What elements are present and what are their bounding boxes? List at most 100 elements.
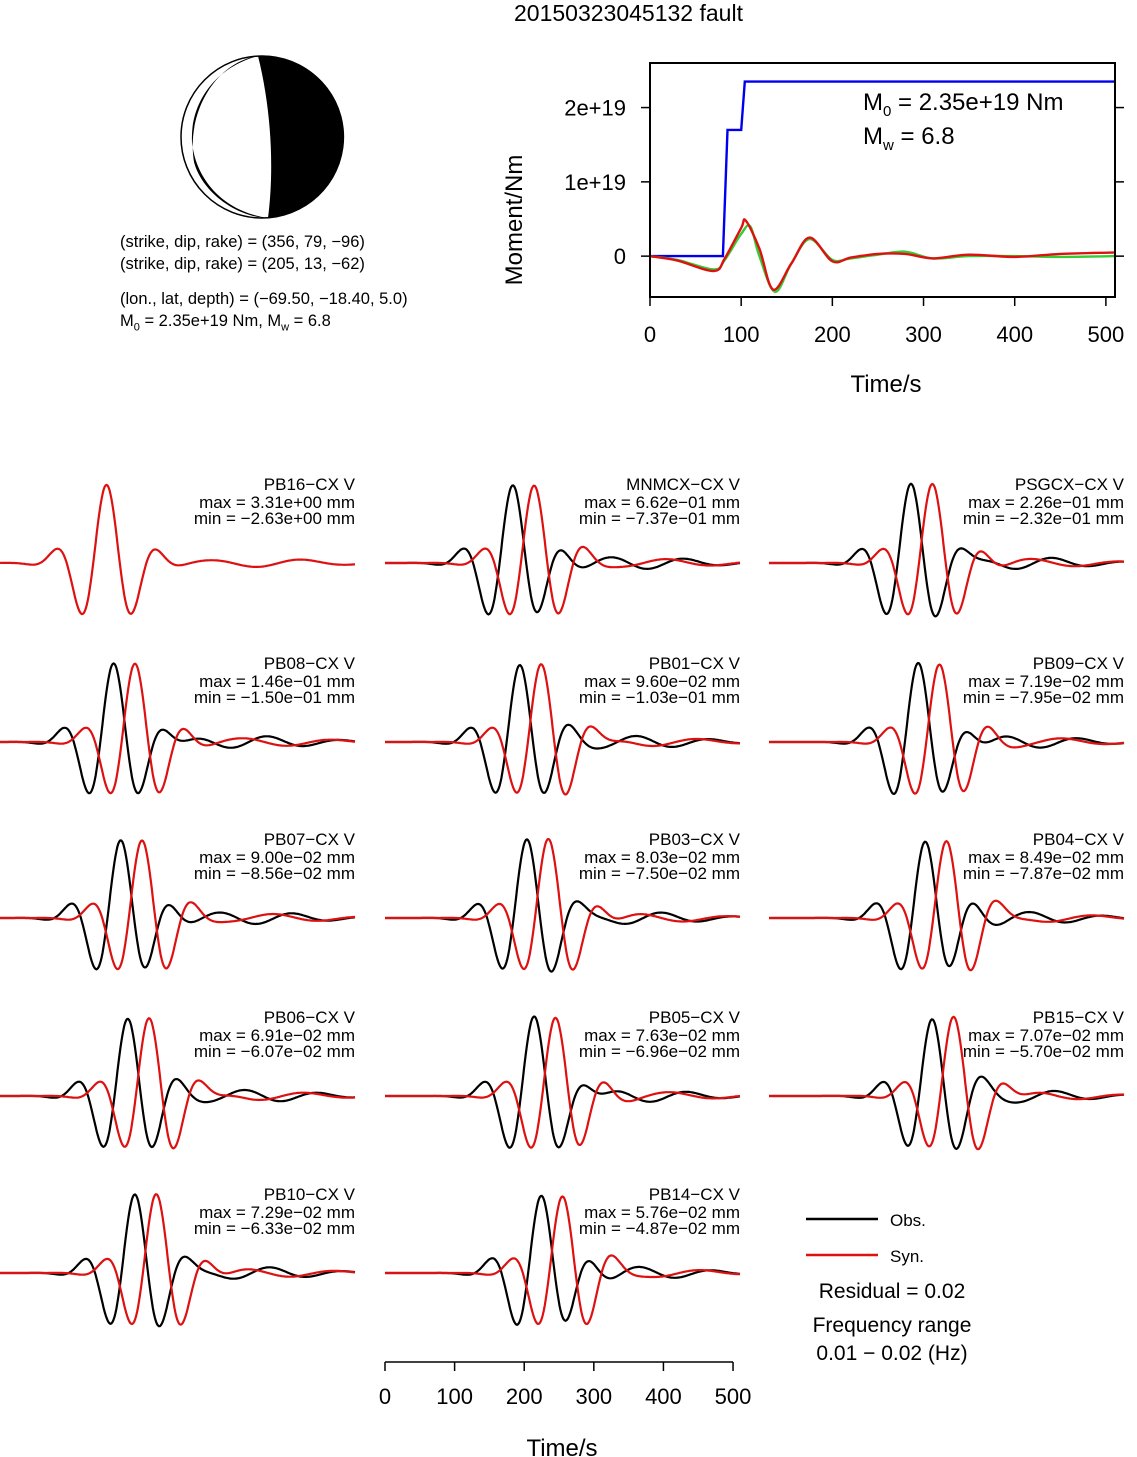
moment-chart: Moment/Nm Time/s 0 100 200 300 400 500 0 1e+19 2… xyxy=(501,62,1125,398)
moment-ylabel: Moment/Nm xyxy=(501,155,528,286)
moment-plot-frame xyxy=(649,62,1116,298)
moment-end: = 6.8 xyxy=(289,312,331,330)
station-min: min = −7.37e−01 mm xyxy=(578,509,740,528)
moment-ytick-label: 2e+19 xyxy=(564,96,626,121)
station-label: PB14−CX V xyxy=(648,1185,740,1204)
syn-trace xyxy=(0,483,356,616)
frequency-title: Frequency range xyxy=(812,1314,972,1337)
station-min: min = −2.63e+00 mm xyxy=(193,509,355,528)
station-label: PB05−CX V xyxy=(648,1008,740,1027)
waveform-xlabel: Time/s xyxy=(526,1435,597,1457)
moment-xtick-label: 0 xyxy=(644,322,656,347)
station-label: PB03−CX V xyxy=(648,830,740,849)
moment-ytick-label: 1e+19 xyxy=(564,170,626,195)
waveform-xtick-label: 100 xyxy=(436,1384,473,1409)
beachball-compression xyxy=(258,55,345,218)
station-max: max = 3.31e+00 mm xyxy=(199,493,355,512)
beachball xyxy=(180,55,345,219)
figure-title: 20150323045132 fault xyxy=(514,0,743,26)
moment-m: M xyxy=(120,312,134,330)
location-text: (lon., lat, depth) = (−69.50, −18.40, 5.… xyxy=(120,290,408,308)
station-min: min = −6.07e−02 mm xyxy=(193,1042,355,1061)
legend-lines xyxy=(806,1217,878,1257)
waveform-grid: 0 100 200 300 400 500 Time/s xyxy=(0,482,1125,1457)
station-max: max = 1.46e−01 mm xyxy=(199,672,355,691)
station-label: PB01−CX V xyxy=(648,654,740,673)
syn-trace xyxy=(0,839,356,971)
syn-trace xyxy=(385,484,740,616)
waveform-xtick-label: 400 xyxy=(645,1384,682,1409)
station-max: max = 7.19e−02 mm xyxy=(968,672,1124,691)
waveform-xtick-label: 500 xyxy=(715,1384,752,1409)
legend-obs-label: Obs. xyxy=(890,1211,926,1230)
syn-trace xyxy=(769,1015,1125,1151)
station-label: PB04−CX V xyxy=(1032,830,1124,849)
syn-trace xyxy=(769,482,1124,616)
station-max: max = 9.60e−02 mm xyxy=(584,672,740,691)
waveform-xtick-label: 300 xyxy=(575,1384,612,1409)
legend-syn-label: Syn. xyxy=(890,1247,925,1266)
station-min: min = −7.95e−02 mm xyxy=(962,688,1124,707)
moment-annot-m0: M0 = 2.35e+19 Nm xyxy=(863,89,1063,120)
obs-trace xyxy=(385,663,740,795)
station-max: max = 7.29e−02 mm xyxy=(199,1203,355,1222)
station-max: max = 7.07e−02 mm xyxy=(968,1026,1124,1045)
moment-rate-green-line xyxy=(649,224,1116,293)
station-min: min = −1.03e−01 mm xyxy=(578,688,740,707)
syn-trace xyxy=(385,837,741,971)
syn-trace xyxy=(385,663,740,796)
station-min: min = −8.56e−02 mm xyxy=(193,864,355,883)
station-max: max = 7.63e−02 mm xyxy=(584,1026,740,1045)
syn-trace xyxy=(769,663,1125,795)
station-label: PB08−CX V xyxy=(263,654,355,673)
syn-trace xyxy=(0,662,356,795)
moment-xtick-label: 500 xyxy=(1088,322,1125,347)
moment-subw: w xyxy=(281,321,290,334)
station-label: PB09−CX V xyxy=(1032,654,1124,673)
station-min: min = −1.50e−01 mm xyxy=(193,688,355,707)
moment-annot-mw: Mw = 6.8 xyxy=(863,123,955,154)
station-label: MNMCX−CX V xyxy=(626,475,740,494)
station-min: min = −6.33e−02 mm xyxy=(193,1219,355,1238)
moment-mid: = 2.35e+19 Nm, M xyxy=(139,312,282,330)
station-min: min = −7.87e−02 mm xyxy=(962,864,1124,883)
station-max: max = 6.62e−01 mm xyxy=(584,493,740,512)
waveform-xtick-label: 200 xyxy=(506,1384,543,1409)
obs-trace xyxy=(0,839,356,971)
waveform-xtick-label: 0 xyxy=(379,1384,391,1409)
station-max: max = 8.49e−02 mm xyxy=(968,848,1124,867)
residual-label: Residual = 0.02 xyxy=(818,1280,966,1303)
station-max: max = 5.76e−02 mm xyxy=(584,1203,740,1222)
moment-text: M0 = 2.35e+19 Nm, Mw = 6.8 xyxy=(120,312,331,333)
station-label: PB06−CX V xyxy=(263,1008,355,1027)
syn-trace xyxy=(385,1016,741,1149)
syn-trace xyxy=(385,1195,740,1326)
moment-cumulative-line xyxy=(650,80,1115,258)
station-label: PB15−CX V xyxy=(1032,1008,1124,1027)
syn-trace xyxy=(0,1017,356,1150)
station-max: max = 8.03e−02 mm xyxy=(584,848,740,867)
moment-xtick-label: 400 xyxy=(996,322,1033,347)
moment-sub0: 0 xyxy=(133,321,140,334)
moment-rate-red-line xyxy=(649,218,1116,291)
station-max: max = 9.00e−02 mm xyxy=(199,848,355,867)
syn-trace xyxy=(0,1193,356,1326)
nodal-plane-1: (strike, dip, rake) = (356, 79, −96) xyxy=(120,233,365,251)
station-min: min = −7.50e−02 mm xyxy=(578,864,740,883)
station-max: max = 6.91e−02 mm xyxy=(199,1026,355,1045)
station-min: min = −6.96e−02 mm xyxy=(578,1042,740,1061)
moment-xtick-label: 200 xyxy=(814,322,851,347)
moment-ytick-label: 0 xyxy=(614,244,626,269)
moment-xtick-label: 300 xyxy=(905,322,942,347)
station-min: min = −4.87e−02 mm xyxy=(578,1219,740,1238)
nodal-plane-2: (strike, dip, rake) = (205, 13, −62) xyxy=(120,255,365,273)
syn-trace xyxy=(769,839,1125,972)
station-label: PB10−CX V xyxy=(263,1185,355,1204)
station-max: max = 2.26e−01 mm xyxy=(968,493,1124,512)
moment-xlabel: Time/s xyxy=(850,371,921,398)
frequency-value: 0.01 − 0.02 (Hz) xyxy=(816,1342,968,1365)
station-label: PB07−CX V xyxy=(263,830,355,849)
station-label: PSGCX−CX V xyxy=(1014,475,1124,494)
moment-xtick-label: 100 xyxy=(723,322,760,347)
station-min: min = −2.32e−01 mm xyxy=(962,509,1124,528)
